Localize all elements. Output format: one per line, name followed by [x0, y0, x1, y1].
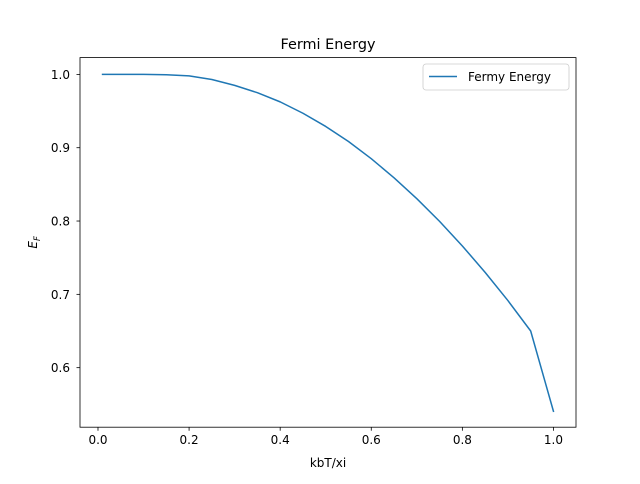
- y-tick-label: 1.0: [51, 68, 70, 82]
- x-tick-label: 0.6: [362, 433, 381, 447]
- x-tick-label: 0.8: [453, 433, 472, 447]
- y-axis-label-subscript: F: [33, 236, 43, 241]
- y-tick-label: 0.9: [51, 141, 70, 155]
- chart-title: Fermi Energy: [281, 37, 376, 53]
- y-tick-label: 0.8: [51, 215, 70, 229]
- legend: Fermy Energy: [423, 64, 569, 90]
- x-axis-label: kbT/xi: [310, 456, 346, 470]
- x-tick-label: 1.0: [544, 433, 563, 447]
- x-tick-label: 0.4: [271, 433, 290, 447]
- y-tick-label: 0.7: [51, 288, 70, 302]
- legend-label: Fermy Energy: [468, 70, 551, 84]
- y-tick-label: 0.6: [51, 361, 70, 375]
- x-tick-label: 0.0: [88, 433, 107, 447]
- x-tick-label: 0.2: [180, 433, 199, 447]
